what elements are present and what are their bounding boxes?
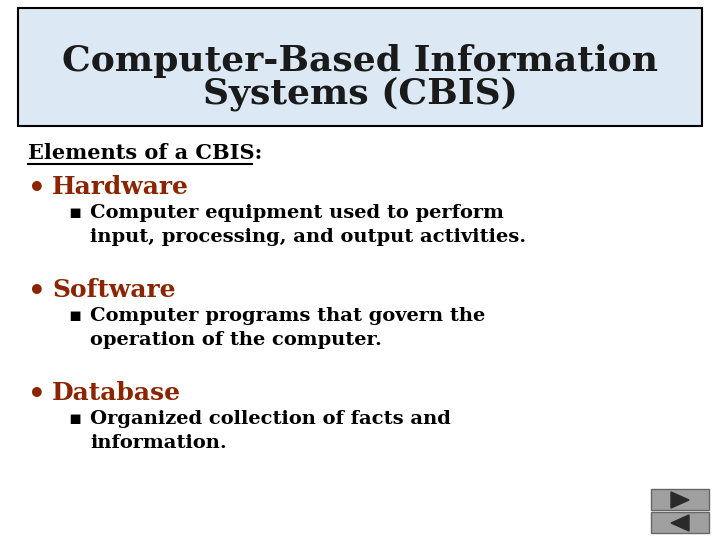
Polygon shape	[671, 492, 689, 508]
FancyBboxPatch shape	[651, 489, 709, 510]
Text: •: •	[28, 381, 46, 408]
Text: ▪: ▪	[68, 410, 81, 428]
Text: Elements of a CBIS:: Elements of a CBIS:	[28, 143, 262, 163]
Text: Database: Database	[52, 381, 181, 405]
Text: Systems (CBIS): Systems (CBIS)	[202, 76, 518, 111]
Text: Computer-Based Information: Computer-Based Information	[62, 44, 658, 78]
Text: Hardware: Hardware	[52, 175, 189, 199]
Text: •: •	[28, 175, 46, 202]
FancyBboxPatch shape	[651, 512, 709, 533]
Polygon shape	[671, 515, 689, 531]
Text: Software: Software	[52, 278, 176, 302]
Text: Organized collection of facts and
information.: Organized collection of facts and inform…	[90, 410, 451, 453]
FancyBboxPatch shape	[18, 8, 702, 126]
Text: ▪: ▪	[68, 204, 81, 222]
Text: ▪: ▪	[68, 307, 81, 325]
Text: Computer programs that govern the
operation of the computer.: Computer programs that govern the operat…	[90, 307, 485, 349]
Text: Computer equipment used to perform
input, processing, and output activities.: Computer equipment used to perform input…	[90, 204, 526, 246]
Text: •: •	[28, 278, 46, 305]
